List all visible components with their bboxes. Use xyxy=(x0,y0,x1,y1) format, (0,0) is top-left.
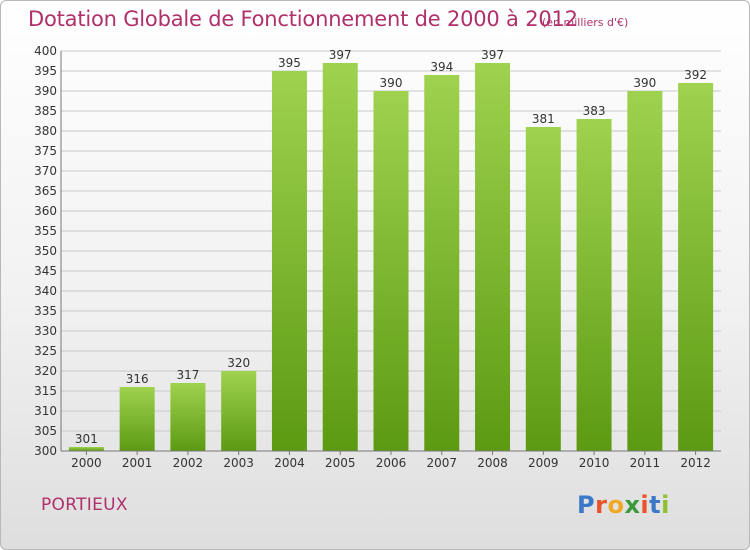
data-label: 397 xyxy=(481,48,504,62)
x-tick-label: 2006 xyxy=(376,456,407,470)
data-label: 395 xyxy=(278,56,301,70)
x-tick-label: 2000 xyxy=(71,456,102,470)
logo-letter: i xyxy=(640,491,650,519)
bars xyxy=(68,63,714,451)
bar xyxy=(68,447,104,451)
y-tick-label: 300 xyxy=(34,444,57,458)
y-tick-label: 325 xyxy=(34,344,57,358)
data-label: 390 xyxy=(633,76,656,90)
y-tick-label: 310 xyxy=(34,404,57,418)
commune-name: PORTIEUX xyxy=(41,495,128,515)
y-tick-label: 360 xyxy=(34,204,57,218)
y-tick-label: 370 xyxy=(34,164,57,178)
axes: 300 305 310 315 320 325 330 335 340 345 350 355 360 3… xyxy=(34,44,721,470)
data-label: 392 xyxy=(684,68,707,82)
data-label: 394 xyxy=(430,60,453,74)
bar xyxy=(627,91,663,451)
x-tick-label: 2003 xyxy=(223,456,254,470)
x-tick-label: 2001 xyxy=(122,456,153,470)
bar xyxy=(170,383,206,451)
data-label: 301 xyxy=(75,432,98,446)
y-tick-label: 350 xyxy=(34,244,57,258)
x-tick-label: 2004 xyxy=(274,456,305,470)
data-label: 317 xyxy=(176,368,199,382)
logo-letter: o xyxy=(607,491,625,519)
x-tick-label: 2010 xyxy=(579,456,610,470)
bar xyxy=(525,127,561,451)
y-tick-label: 365 xyxy=(34,184,57,198)
bar xyxy=(576,119,612,451)
data-label: 397 xyxy=(329,48,352,62)
y-tick-label: 355 xyxy=(34,224,57,238)
y-tick-label: 340 xyxy=(34,284,57,298)
x-tick-label: 2002 xyxy=(173,456,204,470)
bar xyxy=(678,83,714,451)
chart-title: Dotation Globale de Fonctionnement de 20… xyxy=(28,7,578,31)
y-tick-label: 390 xyxy=(34,84,57,98)
logo-letter: r xyxy=(595,491,608,519)
x-tick-label: 2009 xyxy=(528,456,559,470)
x-tick-label: 2005 xyxy=(325,456,356,470)
data-label: 320 xyxy=(227,356,250,370)
y-tick-label: 330 xyxy=(34,324,57,338)
data-labels: 301 316 317 320 395 397 390 394 397 381 383 390 392 xyxy=(75,48,707,446)
y-tick-label: 385 xyxy=(34,104,57,118)
bar xyxy=(373,91,409,451)
bar xyxy=(322,63,358,451)
logo-letter: t xyxy=(649,491,662,519)
y-tick-label: 335 xyxy=(34,304,57,318)
x-tick-label: 2012 xyxy=(680,456,711,470)
data-label: 381 xyxy=(532,112,555,126)
bar xyxy=(475,63,511,451)
bar xyxy=(424,75,460,451)
y-tick-label: 380 xyxy=(34,124,57,138)
logo-letter: x xyxy=(624,491,641,519)
x-tick-label: 2011 xyxy=(630,456,661,470)
y-tick-label: 315 xyxy=(34,384,57,398)
proxiti-logo[interactable]: Proxiti xyxy=(577,491,670,519)
y-tick-label: 400 xyxy=(34,44,57,58)
x-tick-label: 2008 xyxy=(477,456,508,470)
bar xyxy=(119,387,155,451)
data-label: 390 xyxy=(380,76,403,90)
x-tick-label: 2007 xyxy=(426,456,457,470)
data-label: 316 xyxy=(126,372,149,386)
chart-subtitle: (en milliers d'€) xyxy=(542,16,629,29)
y-tick-label: 345 xyxy=(34,264,57,278)
y-tick-label: 395 xyxy=(34,64,57,78)
y-tick-label: 305 xyxy=(34,424,57,438)
logo-letter: i xyxy=(661,491,670,519)
bar xyxy=(221,371,257,451)
logo-letter: P xyxy=(577,491,596,519)
y-tick-label: 320 xyxy=(34,364,57,378)
y-tick-label: 375 xyxy=(34,144,57,158)
bar xyxy=(271,71,307,451)
data-label: 383 xyxy=(583,104,606,118)
